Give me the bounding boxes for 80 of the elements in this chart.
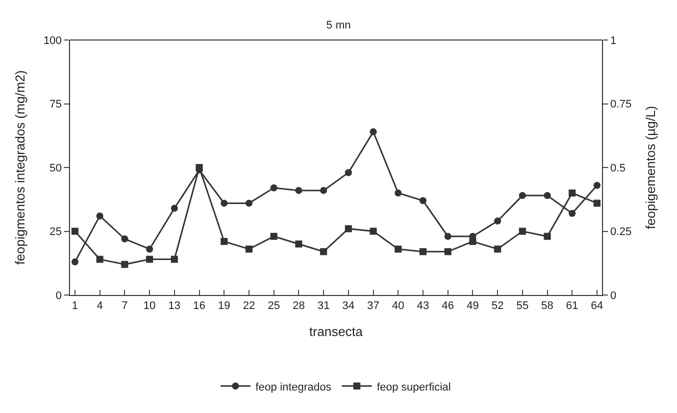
point [121, 260, 128, 268]
point [594, 182, 601, 189]
x-tick-label: 58 [541, 300, 554, 312]
x-tick-label: 31 [317, 300, 330, 312]
point [196, 164, 203, 171]
point [320, 186, 328, 194]
point [594, 200, 601, 207]
point [170, 204, 178, 212]
point [420, 248, 427, 256]
x-tick-label: 19 [218, 300, 230, 312]
point [518, 228, 526, 235]
y2-tick-label: 0.75 [610, 98, 632, 111]
point [370, 128, 377, 136]
point [71, 228, 78, 235]
point [320, 248, 328, 256]
point [295, 240, 302, 248]
x-tick-label: 40 [392, 300, 404, 312]
point [96, 256, 104, 263]
point [245, 200, 252, 207]
x-tick-label: 52 [491, 300, 504, 312]
x-tick-label: 37 [367, 300, 380, 312]
x-tick-label: 22 [242, 300, 256, 312]
point [245, 246, 252, 253]
x-tick-label: 10 [143, 300, 156, 312]
y2-tick-label: 0.5 [610, 162, 626, 174]
point [270, 232, 278, 240]
point [71, 258, 78, 266]
y-tick-label: 75 [50, 98, 62, 111]
x-tick-label: 16 [193, 300, 206, 312]
x-tick-label: 61 [566, 300, 578, 312]
point [344, 225, 352, 232]
point [121, 235, 128, 242]
x-tick-label: 49 [466, 300, 479, 312]
point [518, 192, 526, 200]
point [344, 169, 352, 176]
point [394, 246, 402, 253]
y-axis-title: feopigmentos integrados (mg/m2) [12, 70, 28, 265]
legend-label: feop superficial [376, 381, 451, 394]
legend-label: feop integrados [256, 381, 332, 394]
x-tick-label: 7 [122, 300, 128, 312]
point [394, 190, 402, 196]
point [146, 246, 154, 253]
y2-axis-title: feopigementos (µg/L) [643, 106, 658, 230]
point [170, 256, 178, 263]
x-tick-label: 34 [342, 300, 355, 312]
point [444, 232, 452, 240]
x-tick-label: 64 [590, 300, 604, 312]
point [295, 186, 302, 194]
point [220, 238, 228, 245]
point [444, 248, 452, 256]
y2-tick-label: 0 [610, 290, 616, 302]
x-tick-label: 28 [292, 300, 305, 312]
x-tick-label: 55 [516, 300, 529, 312]
y-tick-label: 25 [50, 226, 62, 238]
y2-tick-label: 0.25 [610, 226, 632, 238]
point [568, 210, 576, 217]
point [544, 192, 551, 200]
x-tick-label: 1 [72, 300, 78, 312]
x-axis-title: transecta [309, 324, 364, 339]
point [270, 184, 278, 192]
y-tick-label: 100 [43, 34, 62, 47]
point [494, 246, 502, 253]
y-tick-label: 0 [56, 290, 62, 302]
x-tick-label: 46 [442, 300, 454, 312]
point [494, 218, 502, 225]
point [420, 197, 427, 204]
point [370, 228, 377, 235]
point [568, 190, 576, 196]
chart-title: 5 mn [326, 19, 351, 32]
x-tick-label: 4 [96, 300, 103, 312]
point [544, 232, 551, 240]
point [220, 200, 228, 207]
point [96, 212, 104, 220]
point [469, 238, 476, 245]
x-tick-label: 25 [268, 300, 280, 312]
x-tick-label: 13 [168, 300, 181, 312]
x-tick-label: 43 [416, 300, 430, 312]
y2-tick-label: 1 [610, 34, 616, 47]
point [146, 256, 154, 263]
y-tick-label: 50 [50, 162, 62, 174]
